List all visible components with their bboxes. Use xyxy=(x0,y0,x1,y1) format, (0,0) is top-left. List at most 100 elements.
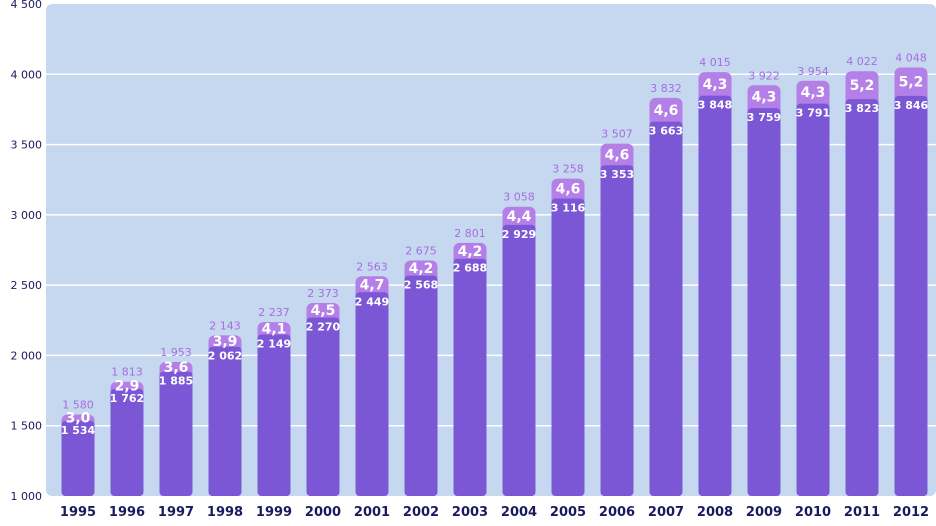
bar-base xyxy=(649,121,683,496)
total-value-label: 3 258 xyxy=(552,163,584,176)
base-value-label: 2 270 xyxy=(306,320,341,333)
total-value-label: 1 953 xyxy=(160,346,192,359)
x-tick-label: 2002 xyxy=(403,505,439,520)
x-tick-label: 2010 xyxy=(795,505,831,520)
gridlines xyxy=(46,73,936,427)
total-value-label: 3 954 xyxy=(797,65,829,78)
y-tick-label: 2 000 xyxy=(11,349,43,362)
base-value-label: 3 848 xyxy=(698,99,732,112)
total-value-label: 1 580 xyxy=(62,398,94,411)
x-tick-label: 1998 xyxy=(207,505,243,520)
segment-value-label: 2,9 xyxy=(115,378,140,394)
total-value-label: 2 373 xyxy=(307,287,339,300)
total-value-label: 2 143 xyxy=(209,319,241,332)
segment-value-label: 5,2 xyxy=(899,75,924,91)
x-tick-label: 2011 xyxy=(844,505,880,520)
total-value-label: 3 922 xyxy=(748,69,780,82)
bar-base xyxy=(698,95,732,496)
base-value-label: 3 791 xyxy=(796,107,830,120)
y-tick-label: 4 000 xyxy=(11,68,43,81)
segment-value-label: 4,3 xyxy=(703,77,728,93)
bar-base xyxy=(894,95,928,496)
bar-base xyxy=(257,334,291,496)
total-value-label: 3 058 xyxy=(503,191,535,204)
segment-value-label: 4,6 xyxy=(556,182,581,198)
y-tick-label: 4 500 xyxy=(11,0,43,11)
total-value-label: 3 832 xyxy=(650,82,682,95)
x-tick-label: 2000 xyxy=(305,505,341,520)
segment-value-label: 4,1 xyxy=(262,321,287,337)
x-tick-label: 2009 xyxy=(746,505,782,520)
bar-base xyxy=(110,388,144,496)
base-value-label: 1 885 xyxy=(159,375,193,388)
x-tick-label: 2004 xyxy=(501,505,537,520)
bar-base xyxy=(845,99,879,496)
base-value-label: 3 846 xyxy=(894,99,929,112)
total-value-label: 4 048 xyxy=(895,52,927,65)
total-value-label: 3 507 xyxy=(601,128,633,141)
segment-value-label: 4,7 xyxy=(360,277,385,293)
base-value-label: 1 762 xyxy=(110,392,144,405)
x-axis: 1995 1996 1997 1998 1999 2000 2001 2002 2003 2004… xyxy=(60,505,929,520)
y-axis: 1 000 1 500 2 000 2 500 3 000 3 500 4 000 4 500 xyxy=(11,0,43,503)
bar-base xyxy=(355,292,389,496)
bar-base xyxy=(600,165,634,497)
segment-value-label: 4,5 xyxy=(311,303,336,319)
bar-base xyxy=(159,371,193,496)
segment-value-label: 4,3 xyxy=(801,85,826,101)
x-tick-label: 1995 xyxy=(60,505,96,520)
base-value-label: 3 823 xyxy=(845,102,879,115)
total-value-label: 2 237 xyxy=(258,306,290,319)
base-value-label: 2 688 xyxy=(453,262,487,275)
total-value-label: 4 015 xyxy=(699,56,731,69)
bar-base xyxy=(796,103,830,496)
bar-base xyxy=(747,108,781,497)
x-tick-label: 2008 xyxy=(697,505,733,520)
base-value-label: 3 353 xyxy=(600,168,634,181)
bar-base xyxy=(306,317,340,496)
total-value-label: 2 675 xyxy=(405,245,437,258)
x-tick-label: 2007 xyxy=(648,505,684,520)
base-value-label: 3 116 xyxy=(551,202,586,215)
base-value-label: 2 449 xyxy=(355,295,389,308)
total-value-label: 1 813 xyxy=(111,366,143,379)
bar-base xyxy=(404,275,438,496)
total-value-label: 4 022 xyxy=(846,55,878,68)
base-value-label: 3 663 xyxy=(649,125,683,138)
segment-value-label: 4,2 xyxy=(458,244,483,260)
base-value-label: 1 534 xyxy=(61,424,96,437)
bar-base xyxy=(502,224,536,496)
segment-value-label: 4,6 xyxy=(605,147,630,163)
base-value-label: 3 759 xyxy=(747,111,781,124)
x-tick-label: 2005 xyxy=(550,505,586,520)
x-tick-label: 2006 xyxy=(599,505,635,520)
y-tick-label: 1 000 xyxy=(11,490,43,503)
bar-base xyxy=(61,420,95,496)
y-tick-label: 2 500 xyxy=(11,279,43,292)
segment-value-label: 4,2 xyxy=(409,261,434,277)
y-tick-label: 3 500 xyxy=(11,139,43,152)
base-value-label: 2 149 xyxy=(257,337,291,350)
bar-base xyxy=(208,346,242,496)
base-value-label: 2 929 xyxy=(502,228,536,241)
x-tick-label: 1996 xyxy=(109,505,145,520)
base-value-label: 2 062 xyxy=(208,350,242,363)
segment-value-label: 3,9 xyxy=(213,334,238,350)
x-tick-label: 1999 xyxy=(256,505,292,520)
y-tick-label: 1 500 xyxy=(11,420,43,433)
segment-value-label: 3,6 xyxy=(164,360,189,376)
y-tick-label: 3 000 xyxy=(11,209,43,222)
x-tick-label: 2012 xyxy=(893,505,929,520)
x-tick-label: 2003 xyxy=(452,505,488,520)
bar-base xyxy=(551,198,585,497)
base-value-label: 2 568 xyxy=(404,279,438,292)
total-value-label: 2 801 xyxy=(454,227,486,240)
segment-value-label: 4,4 xyxy=(507,209,532,225)
total-value-label: 2 563 xyxy=(356,260,388,273)
segment-value-label: 4,6 xyxy=(654,103,679,119)
segment-value-label: 5,2 xyxy=(850,78,875,94)
x-tick-label: 2001 xyxy=(354,505,390,520)
segment-value-label: 4,3 xyxy=(752,90,777,106)
